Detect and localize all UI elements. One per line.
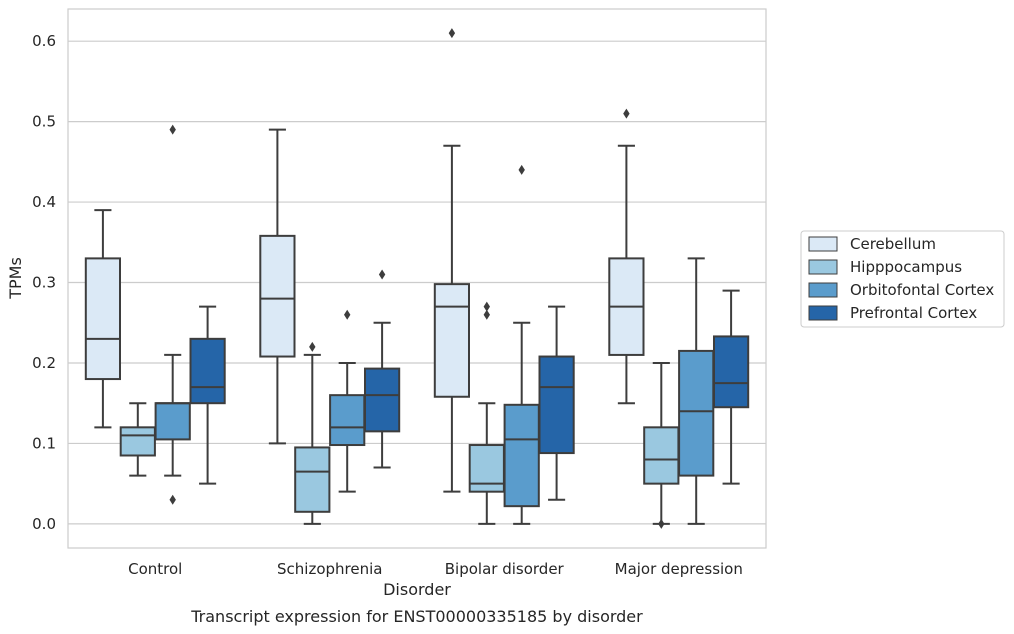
box-prefrontal-cortex (363, 269, 401, 469)
box-cerebellum (433, 28, 471, 493)
box-orbitofontal-cortex (678, 257, 715, 525)
legend-swatch (808, 305, 838, 321)
box-orbitofontal-cortex (329, 309, 366, 493)
legend-frame (800, 230, 1005, 328)
legend-label: Hipppocampus (850, 258, 962, 276)
box-prefrontal-cortex (712, 289, 750, 485)
x-axis-tick-labels: Control Schizophrenia Bipolar disorder Majo… (128, 560, 743, 578)
y-tick-label: 0.1 (32, 434, 56, 452)
box-cerebellum (259, 128, 296, 445)
y-tick-label: 0.4 (32, 193, 56, 211)
legend-label: Cerebellum (850, 235, 936, 253)
box-cerebellum (84, 209, 122, 429)
box-hipppocampus (294, 341, 331, 525)
legend-swatch (808, 259, 838, 275)
legend-label: Orbitofontal Cortex (850, 281, 994, 299)
box-orbitofontal-cortex (154, 124, 191, 505)
x-tick-label: Major depression (615, 560, 743, 578)
box-prefrontal-cortex (189, 305, 226, 485)
box-iqr (468, 444, 505, 493)
y-tick-label: 0.0 (32, 515, 56, 533)
y-tick-label: 0.3 (32, 274, 56, 292)
box-iqr (433, 283, 471, 398)
box-hipppocampus (643, 361, 680, 529)
box-hipppocampus (119, 402, 156, 477)
outlier-point (378, 269, 386, 280)
outlier-point (518, 164, 525, 175)
box-iqr (154, 402, 191, 441)
x-tick-label: Control (128, 560, 182, 578)
legend-swatch (808, 282, 838, 298)
box-cerebellum (608, 108, 645, 405)
outlier-point (169, 494, 176, 505)
box-iqr (294, 446, 331, 513)
y-tick-label: 0.5 (32, 113, 56, 131)
box-iqr (84, 257, 122, 381)
box-iqr (329, 394, 366, 447)
outlier-point (483, 301, 490, 312)
plot-area-frame (67, 8, 767, 549)
outlier-point (309, 341, 316, 352)
box-iqr (119, 426, 156, 457)
outlier-point (344, 309, 351, 320)
box-iqr (643, 426, 680, 485)
box-iqr (363, 367, 401, 433)
y-tick-label: 0.6 (32, 32, 56, 50)
box-series-layer (84, 28, 750, 529)
x-tick-label: Schizophrenia (277, 560, 382, 578)
outlier-point (658, 518, 665, 529)
legend: Cerebellum Hipppocampus Orbitofontal Corte… (800, 230, 1005, 328)
box-iqr (189, 337, 226, 405)
y-axis-title: TPMs (6, 257, 25, 300)
box-iqr (678, 349, 715, 477)
gridlines (68, 40, 766, 525)
figure-caption: Transcript expression for ENST0000033518… (190, 607, 643, 626)
y-tick-label: 0.2 (32, 354, 56, 372)
box-iqr (712, 335, 750, 409)
box-iqr (538, 355, 575, 455)
box-orbitofontal-cortex (503, 164, 540, 525)
box-iqr (503, 403, 540, 508)
outlier-point (448, 28, 456, 39)
outlier-point (623, 108, 630, 119)
legend-swatch (808, 236, 838, 252)
outlier-point (483, 309, 490, 320)
x-axis-title: Disorder (383, 580, 451, 599)
legend-label: Prefrontal Cortex (850, 304, 977, 322)
box-hipppocampus (468, 301, 505, 525)
box-iqr (259, 234, 296, 358)
y-axis-tick-labels: 0.0 0.1 0.2 0.3 0.4 0.5 0.6 (32, 32, 56, 533)
outlier-point (169, 124, 176, 135)
x-tick-label: Bipolar disorder (445, 560, 565, 578)
box-prefrontal-cortex (538, 305, 575, 501)
